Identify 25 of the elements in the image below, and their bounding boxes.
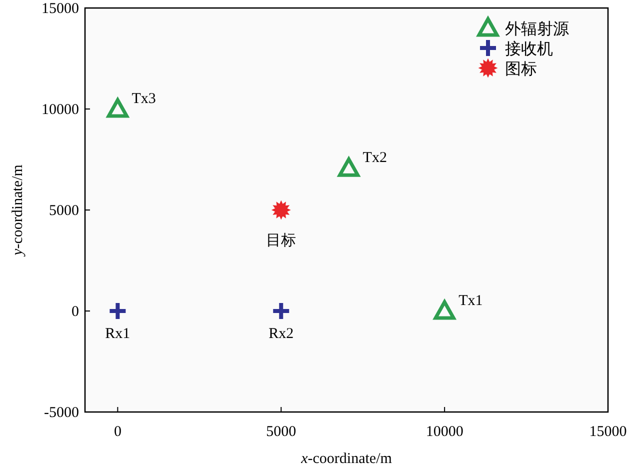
annotation: Rx2: [268, 326, 294, 342]
legend-label: 图标: [505, 61, 537, 78]
point: [338, 157, 360, 177]
y-tick-label: 15000: [42, 1, 79, 17]
y-axis-title: y-coordinate/m: [10, 164, 26, 258]
x-axis-title: x-coordinate/m: [300, 451, 392, 467]
legend-label: 外辐射源: [505, 20, 569, 38]
point: [106, 98, 128, 118]
y-tick-label: -5000: [44, 405, 79, 421]
legend-label: 接收机: [505, 40, 553, 58]
annotation: Rx1: [105, 326, 130, 342]
y-tick-label: 10000: [42, 102, 79, 118]
annotation: Tx2: [362, 150, 387, 166]
point: [434, 300, 456, 320]
point: [108, 301, 128, 321]
y-tick-label: 5000: [49, 203, 79, 219]
x-tick-label: 10000: [426, 424, 464, 440]
annotation: 目标: [266, 232, 296, 249]
x-tick-label: 0: [114, 424, 122, 440]
annotation: Tx1: [458, 293, 483, 309]
y-tick-label: 0: [72, 304, 79, 320]
x-tick-label: 5000: [266, 424, 296, 440]
point: [271, 301, 292, 321]
annotation: Tx3: [132, 91, 156, 107]
x-tick-label: 15000: [589, 424, 627, 440]
